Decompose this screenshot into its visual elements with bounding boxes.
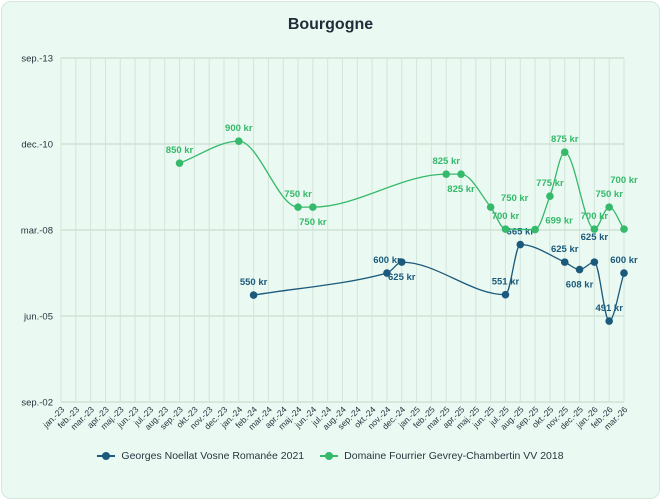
chart-title: Bourgogne	[287, 16, 374, 33]
data-point	[234, 137, 243, 145]
data-point	[605, 203, 613, 211]
data-point	[516, 240, 525, 249]
legend-item-series-1[interactable]: Domaine Fourrier Gevrey-Chambertin VV 20…	[320, 450, 564, 462]
data-label: 625 kr	[581, 232, 609, 243]
data-label: 665 kr	[507, 227, 535, 238]
data-label: 750 kr	[501, 193, 529, 204]
data-point	[294, 203, 302, 211]
data-label: 775 kr	[536, 178, 564, 189]
data-label: 491 kr	[595, 303, 623, 314]
data-point	[620, 269, 628, 277]
legend-label: Georges Noellat Vosne Romanée 2021	[121, 450, 305, 462]
data-label: 900 kr	[225, 123, 253, 134]
data-point	[501, 225, 510, 233]
data-point	[175, 159, 184, 167]
legend-label: Domaine Fourrier Gevrey-Chambertin VV 20…	[344, 450, 564, 462]
data-point	[457, 170, 465, 178]
data-label: 551 kr	[492, 277, 520, 288]
legend-item-series-0[interactable]: Georges Noellat Vosne Romanée 2021	[97, 450, 304, 462]
data-label: 700 kr	[610, 175, 638, 186]
data-label: 750 kr	[284, 189, 312, 200]
data-point	[501, 290, 510, 299]
data-point	[620, 225, 628, 233]
data-point	[249, 291, 258, 299]
data-label: 600 kr	[373, 255, 401, 266]
data-point	[590, 258, 599, 266]
data-point	[486, 203, 495, 211]
data-label: 750 kr	[595, 189, 623, 200]
y-tick-label: mar.-08	[21, 226, 53, 237]
data-label: 750 kr	[299, 217, 327, 228]
data-label: 850 kr	[166, 145, 194, 156]
data-label: 825 kr	[432, 156, 460, 167]
data-label: 625 kr	[388, 272, 416, 283]
y-tick-label: sep.-02	[21, 398, 53, 409]
y-tick-label: sep.-13	[21, 54, 53, 65]
data-label: 875 kr	[551, 134, 579, 145]
legend-swatch	[97, 452, 116, 460]
data-point	[309, 203, 317, 211]
legend: Georges Noellat Vosne Romanée 2021 Domai…	[0, 450, 661, 462]
series-0: 550 kr 600 kr 625 kr 551 kr 665 kr 625 kr 608 …	[240, 227, 638, 325]
y-tick-label: jun.-05	[23, 312, 53, 323]
data-point	[546, 192, 554, 200]
data-label: 700 kr	[581, 211, 609, 222]
data-point	[560, 148, 569, 156]
data-point	[590, 225, 599, 233]
data-label: 608 kr	[566, 280, 594, 291]
series-1: 850 kr 900 kr 750 kr 750 kr 825 kr 825 kr 750 …	[166, 123, 638, 234]
data-label: 825 kr	[447, 184, 475, 195]
data-point	[575, 265, 584, 274]
data-point	[383, 269, 391, 277]
data-label: 625 kr	[551, 244, 579, 255]
data-label: 600 kr	[610, 255, 638, 266]
data-point	[560, 258, 569, 266]
data-point	[397, 258, 406, 266]
data-label: 700 kr	[492, 211, 520, 222]
data-point	[531, 225, 539, 234]
data-label: 699 kr	[545, 216, 573, 227]
y-tick-label: dec.-10	[21, 140, 53, 151]
legend-swatch	[320, 452, 339, 460]
data-point	[605, 317, 613, 325]
data-point	[442, 170, 451, 178]
data-label: 550 kr	[240, 277, 268, 288]
